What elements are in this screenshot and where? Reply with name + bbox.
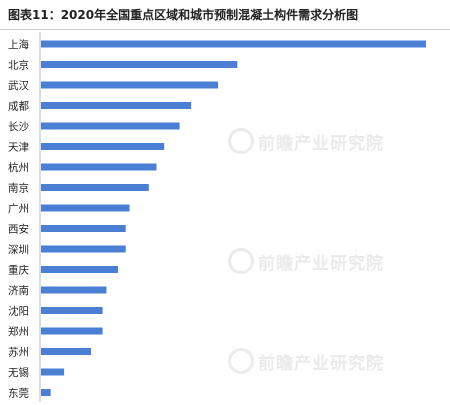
bar-0: [41, 40, 426, 48]
bar-16: [41, 368, 65, 376]
bar-1: [41, 61, 238, 68]
bar-13: [41, 307, 103, 314]
category-label: 重庆: [8, 264, 29, 277]
category-label: 武汉: [8, 79, 29, 92]
category-label: 东莞: [8, 387, 29, 400]
category-label: 广州: [8, 203, 29, 215]
bar-14: [41, 327, 103, 335]
category-label: 济南: [8, 284, 29, 297]
category-label: 苏州: [8, 346, 29, 359]
bar-5: [41, 143, 165, 150]
category-label: 天津: [8, 142, 29, 154]
category-label: 南京: [8, 182, 29, 195]
category-label: 深圳: [8, 244, 29, 256]
bar-10: [41, 245, 126, 253]
bar-17: [41, 389, 51, 396]
category-label: 北京: [8, 59, 29, 72]
category-label: 杭州: [8, 161, 29, 174]
category-label: 无锡: [8, 366, 29, 379]
bar-11: [41, 266, 118, 273]
bar-4: [41, 122, 180, 130]
bar-15: [41, 348, 92, 355]
category-label: 上海: [8, 38, 29, 51]
title-bar: 图表11：2020年全国重点区域和城市预制混凝土构件需求分析图: [0, 0, 450, 30]
chart-title: 图表11：2020年全国重点区域和城市预制混凝土构件需求分析图: [8, 8, 359, 22]
category-label: 西安: [8, 223, 29, 236]
bar-3: [41, 102, 192, 109]
bar-8: [41, 204, 130, 212]
category-label: 成都: [8, 101, 29, 113]
bar-6: [41, 163, 157, 171]
bars-group: [41, 40, 426, 396]
bar-2: [41, 81, 219, 89]
category-label: 郑州: [8, 325, 29, 338]
bar-9: [41, 225, 126, 232]
category-label: 沈阳: [8, 305, 29, 318]
bar-7: [41, 184, 149, 191]
category-label: 长沙: [8, 121, 29, 133]
bar-12: [41, 286, 107, 294]
